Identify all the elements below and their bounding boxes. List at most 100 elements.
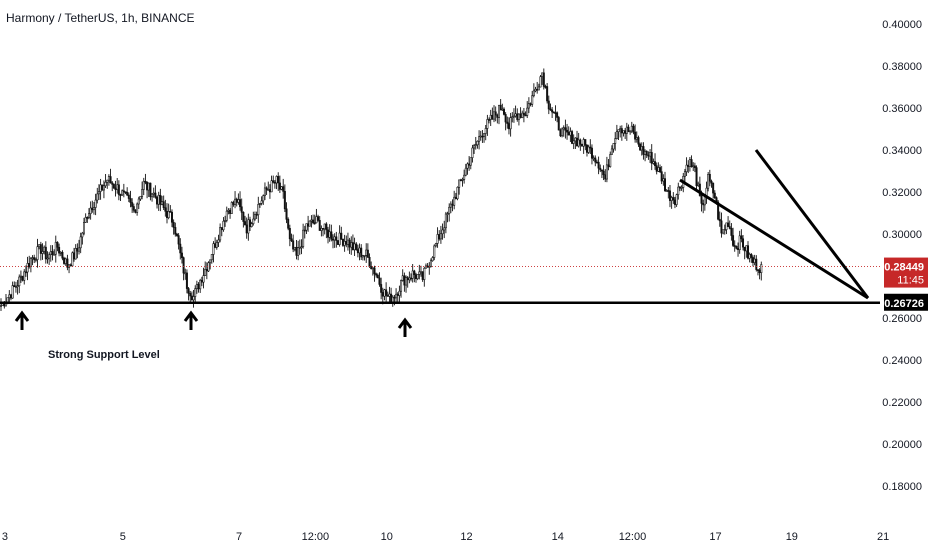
candle-body-down (179, 243, 182, 254)
candle (610, 145, 613, 155)
candle-body-up (416, 274, 419, 280)
candle (612, 143, 615, 153)
candle (0, 298, 2, 312)
candle (600, 169, 603, 179)
candle-body-down (564, 127, 567, 131)
candle (755, 255, 758, 272)
candle-body-up (137, 198, 140, 205)
candle (61, 250, 64, 261)
candle-body-up (514, 113, 517, 117)
candle (336, 240, 339, 245)
candle-body-up (46, 257, 49, 260)
candle-body-down (255, 214, 258, 216)
candle-body-up (136, 203, 139, 213)
candle (605, 156, 608, 183)
candle (230, 201, 233, 214)
candle-body-up (64, 258, 67, 264)
candle-body-down (624, 130, 627, 134)
candle (373, 265, 376, 282)
price-axis: 0.40000 0.38000 0.36000 0.34000 0.32000 0.300… (882, 19, 928, 493)
candle (680, 185, 683, 191)
candle-body-up (358, 247, 361, 254)
candle (194, 285, 197, 304)
candle-body-down (751, 257, 754, 263)
candle-body-up (614, 138, 617, 144)
support-level-label: Strong Support Level (48, 349, 160, 361)
candle-body-down (594, 157, 597, 163)
candle (615, 124, 618, 140)
candle-body-up (361, 255, 364, 258)
y-tick-label: 0.32000 (882, 187, 922, 199)
candle-body-down (24, 271, 27, 274)
candle (199, 278, 202, 293)
candle-body-down (590, 147, 593, 159)
candle-body-down (175, 233, 178, 236)
candle-body-up (446, 213, 449, 215)
candle-body-down (654, 161, 657, 167)
candle-body-down (413, 270, 416, 275)
candle-body-up (280, 186, 283, 190)
candle (506, 116, 509, 129)
candle-body-down (159, 194, 162, 205)
y-tick-label: 0.30000 (882, 229, 922, 241)
candle (376, 273, 379, 279)
candle-body-down (571, 131, 574, 144)
candle (51, 245, 54, 261)
candle-body-up (104, 181, 107, 187)
candle-body-down (66, 258, 69, 268)
candle-body-up (464, 167, 467, 176)
candle (363, 255, 366, 261)
candle-body-up (78, 247, 81, 252)
candle-body-up (26, 263, 29, 273)
candle (240, 198, 243, 220)
candle (720, 212, 723, 238)
candle (224, 215, 227, 227)
candle-body-down (522, 112, 525, 116)
candle (549, 103, 552, 111)
candle (566, 123, 569, 140)
candle-body-up (167, 211, 170, 219)
candle-body-down (386, 295, 389, 297)
candle-body-up (263, 187, 266, 196)
candle-body-up (534, 88, 537, 92)
candle-body-up (680, 187, 683, 189)
candle (14, 281, 17, 293)
candle-body-up (745, 245, 748, 252)
candle (580, 143, 583, 147)
candle (149, 182, 152, 201)
candle-body-up (688, 159, 691, 167)
candle-body-down (268, 189, 271, 193)
candle-body-up (539, 76, 542, 88)
candle-body-up (443, 227, 446, 231)
candle-body-down (287, 219, 290, 229)
candle-body-up (151, 193, 154, 198)
candle-body-down (180, 252, 183, 258)
x-tick-label: 12 (460, 531, 472, 543)
candle-body-down (536, 88, 539, 91)
candle (632, 123, 635, 135)
candle (690, 155, 693, 168)
candle-body-up (270, 180, 273, 193)
candle-body-up (199, 279, 202, 290)
time-axis: 3 5 7 12:00 10 12 14 12:00 17 19 21 (2, 531, 889, 543)
candle (366, 243, 369, 258)
candle-body-up (16, 285, 19, 288)
candle-body-down (313, 222, 316, 225)
candle-body-up (257, 204, 260, 216)
candle-body-up (31, 257, 34, 259)
candle (53, 249, 56, 256)
candle (179, 238, 182, 260)
candle (189, 290, 192, 302)
candle-body-down (516, 113, 519, 120)
candle-body-up (371, 267, 374, 270)
candle-body-down (235, 198, 238, 203)
candle-body-down (244, 221, 247, 226)
candle-body-up (116, 184, 119, 191)
candle-body-up (615, 131, 618, 139)
candle-body-down (21, 275, 24, 281)
candle-body-up (38, 244, 41, 247)
candle (297, 240, 300, 261)
candle-body-down (360, 247, 363, 258)
candle (584, 139, 587, 151)
